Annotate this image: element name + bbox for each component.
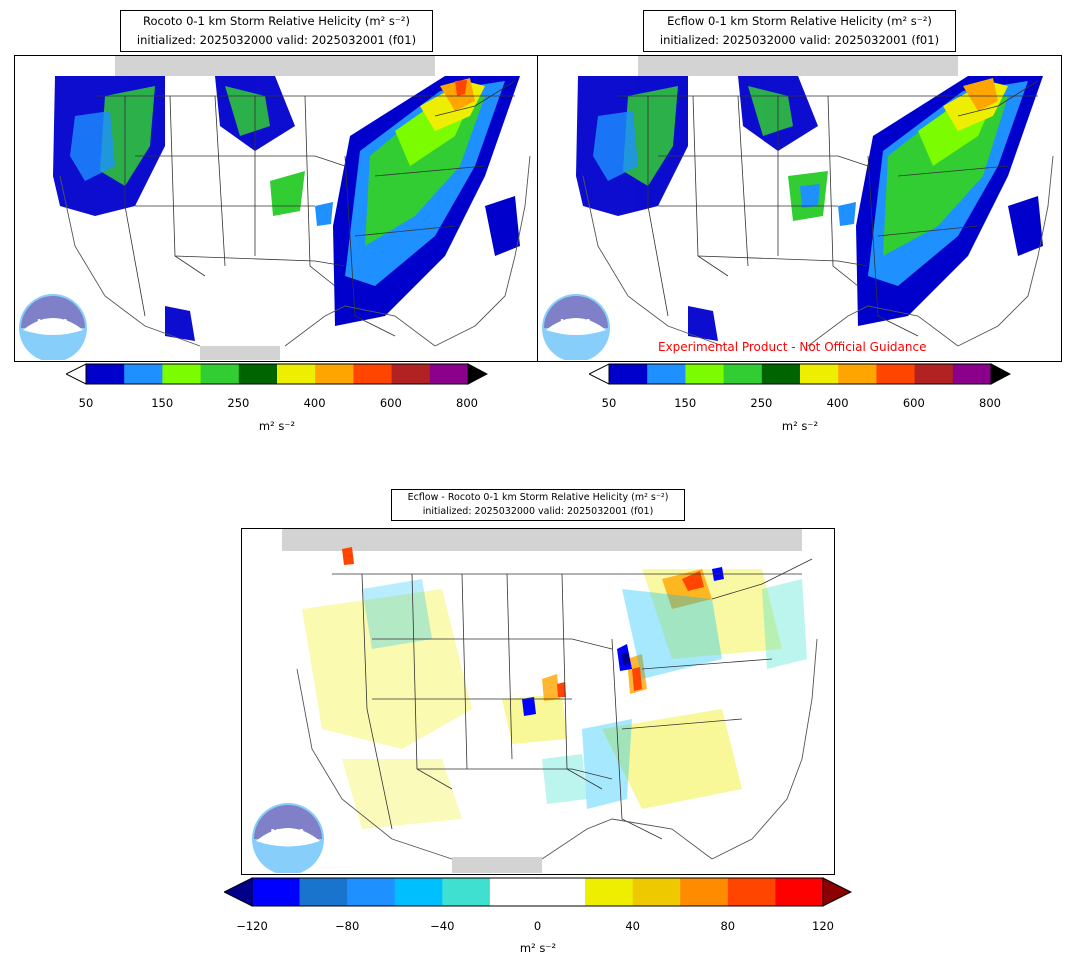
tick-label: 150 — [674, 396, 697, 410]
colorbar-cell — [723, 364, 763, 384]
colorbar-cell — [252, 878, 301, 906]
diff-map: NOAA — [241, 528, 835, 875]
logo-text: NOAA — [560, 318, 592, 329]
ecflow-map: NOAA — [537, 55, 1062, 362]
ecflow-title-box: Ecflow 0-1 km Storm Relative Helicity (m… — [643, 10, 956, 52]
tick-label: 800 — [456, 396, 478, 410]
tick-label: 600 — [902, 396, 925, 410]
diff-title-line2: initialized: 2025032000 valid: 202503200… — [422, 506, 654, 517]
colorbar-cell — [238, 364, 278, 384]
tick-label: −120 — [236, 919, 268, 933]
ecflow-title-line2: initialized: 2025032000 valid: 202503200… — [659, 33, 940, 47]
rocoto-colorbar — [64, 363, 489, 385]
diff-title-line1: Ecflow - Rocoto 0-1 km Storm Relative He… — [407, 492, 669, 503]
colorbar-cell — [162, 364, 202, 384]
colorbar-cell — [685, 364, 725, 384]
diff-colorbar-ticks: −120 −80 −40 0 40 80 120 — [236, 919, 834, 935]
tick-label: 50 — [78, 396, 94, 410]
colorbar-cell — [775, 878, 824, 906]
logo-text: NOAA — [37, 318, 69, 329]
colorbar-cell — [86, 364, 125, 384]
rocoto-map: NOAA — [14, 55, 539, 362]
tick-label: −40 — [430, 919, 455, 933]
tick-label: 400 — [826, 396, 849, 410]
logo-text: NOAA — [270, 827, 306, 840]
colorbar-cell — [442, 878, 491, 906]
colorbar-cell — [876, 364, 916, 384]
noaa-logo-icon: NOAA — [542, 294, 610, 360]
colorbar-cell — [489, 878, 538, 906]
ecflow-colorbar-ticks: 50 150 250 400 600 800 — [602, 396, 1001, 412]
colorbar-cell — [680, 878, 729, 906]
tick-label: 80 — [720, 919, 736, 933]
colorbar-cell — [838, 364, 877, 384]
tick-label: 400 — [303, 396, 326, 410]
rocoto-colorbar-ticks: 50 150 250 400 600 800 — [79, 396, 478, 412]
ecflow-unit-label: m² s⁻² — [781, 419, 819, 433]
tick-label: 150 — [151, 396, 174, 410]
rocoto-title-line2: initialized: 2025032000 valid: 202503200… — [136, 33, 417, 47]
colorbar-cell — [315, 364, 354, 384]
colorbar-cell — [347, 878, 396, 906]
tick-label: 50 — [601, 396, 617, 410]
diff-unit-label: m² s⁻² — [519, 941, 557, 955]
colorbar-cell — [277, 364, 316, 384]
colorbar-cell — [200, 364, 240, 384]
tick-label: 600 — [379, 396, 402, 410]
colorbar-cell — [299, 878, 348, 906]
colorbar-cell — [394, 878, 443, 906]
colorbar-cell — [429, 364, 469, 384]
diff-colorbar — [222, 877, 853, 907]
tick-label: 40 — [625, 919, 641, 933]
tick-label: 120 — [812, 919, 834, 933]
tick-label: 0 — [533, 919, 542, 933]
colorbar-cell — [952, 364, 992, 384]
colorbar-cell — [632, 878, 681, 906]
noaa-logo-icon: NOAA — [19, 294, 87, 360]
colorbar-cell — [353, 364, 393, 384]
ecflow-title-line1: Ecflow 0-1 km Storm Relative Helicity (m… — [667, 14, 932, 28]
colorbar-cell — [914, 364, 954, 384]
tick-label: 800 — [979, 396, 1001, 410]
experimental-watermark: Experimental Product - Not Official Guid… — [658, 340, 927, 354]
colorbar-cell — [585, 878, 634, 906]
rocoto-unit-label: m² s⁻² — [258, 419, 296, 433]
colorbar-cell — [537, 878, 586, 906]
colorbar-cell — [727, 878, 776, 906]
rocoto-title-line1: Rocoto 0-1 km Storm Relative Helicity (m… — [143, 14, 410, 28]
tick-label: 250 — [750, 396, 773, 410]
noaa-logo-icon: NOAA — [252, 803, 324, 873]
colorbar-cell — [124, 364, 163, 384]
colorbar-cell — [761, 364, 801, 384]
rocoto-title-box: Rocoto 0-1 km Storm Relative Helicity (m… — [120, 10, 433, 52]
colorbar-cell — [647, 364, 686, 384]
tick-label: −80 — [335, 919, 360, 933]
diff-title-box: Ecflow - Rocoto 0-1 km Storm Relative He… — [391, 489, 685, 521]
colorbar-cell — [609, 364, 648, 384]
colorbar-cell — [800, 364, 839, 384]
ecflow-colorbar — [587, 363, 1012, 385]
colorbar-cell — [391, 364, 431, 384]
tick-label: 250 — [227, 396, 250, 410]
